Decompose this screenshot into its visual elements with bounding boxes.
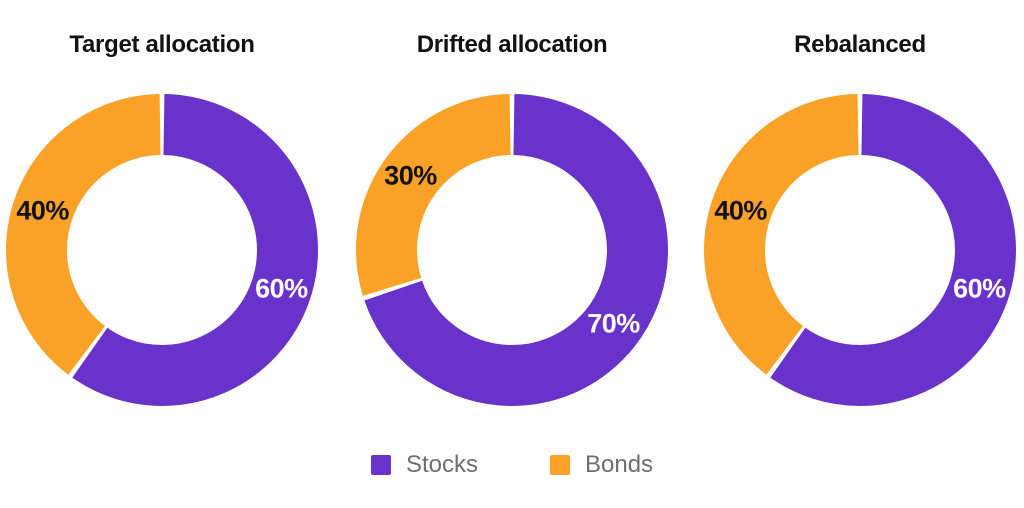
- chart-rebalanced: Rebalanced 60% 40%: [704, 0, 1016, 440]
- donut-slice-stocks: [704, 94, 1016, 406]
- chart-title: Target allocation: [69, 31, 255, 58]
- legend-label-stocks: Stocks: [405, 451, 478, 478]
- donut-slice-bonds: [6, 94, 318, 406]
- donut-slice-stocks: [6, 94, 318, 406]
- legend: Stocks Bonds: [0, 451, 1024, 479]
- chart-target-allocation: Target allocation 60% 40%: [6, 0, 318, 440]
- chart-drifted-allocation: Drifted allocation 70% 30%: [356, 0, 668, 440]
- slice-value-label-bonds: 40%: [714, 195, 767, 226]
- slice-value-label-bonds: 40%: [16, 195, 69, 226]
- slice-value-label-stocks: 70%: [587, 308, 640, 339]
- chart-title: Rebalanced: [794, 31, 926, 58]
- slice-value-label-stocks: 60%: [953, 273, 1006, 304]
- chart-title: Drifted allocation: [416, 31, 608, 58]
- slice-value-label-stocks: 60%: [255, 273, 308, 304]
- donut-chart-drifted-allocation: 70% 30%: [356, 94, 668, 406]
- legend-item-bonds: Bonds: [549, 451, 654, 479]
- legend-item-stocks: Stocks: [370, 451, 478, 479]
- donut-slice-bonds: [704, 94, 1016, 406]
- stocks-swatch-icon: [370, 455, 391, 475]
- bonds-swatch-icon: [549, 455, 570, 475]
- donut-chart-target-allocation: 60% 40%: [6, 94, 318, 406]
- donut-slice-stocks: [356, 94, 668, 406]
- donut-chart-rebalanced: 60% 40%: [704, 94, 1016, 406]
- legend-label-bonds: Bonds: [584, 451, 654, 478]
- donut-slice-bonds: [356, 94, 668, 406]
- slice-value-label-bonds: 30%: [384, 160, 437, 191]
